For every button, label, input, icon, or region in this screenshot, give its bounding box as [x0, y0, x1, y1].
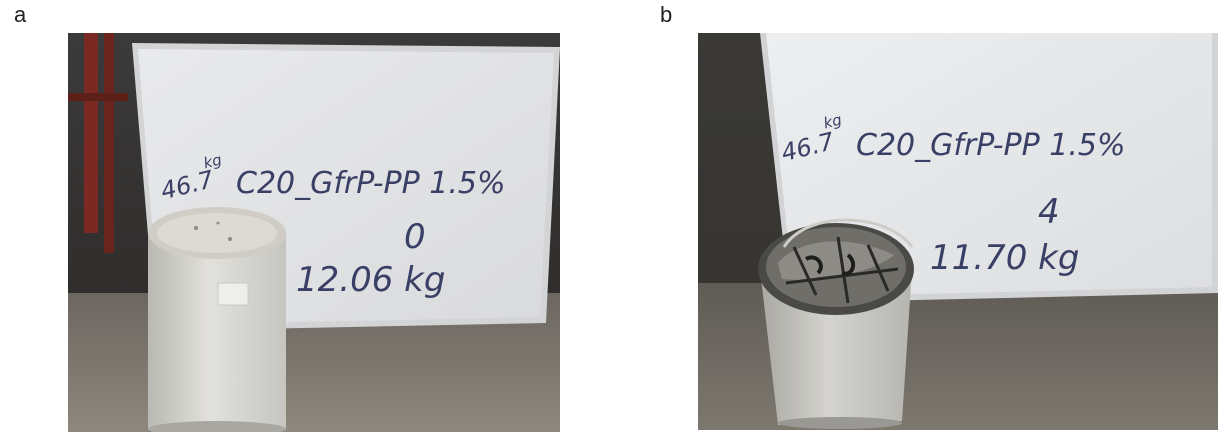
concrete-cylinder — [148, 207, 286, 432]
mass-reading-a: 12.06 kg — [296, 260, 445, 300]
photo-b-scene: 46.7 kg C20_GfrP-PP 1.5% 4 11.70 kg — [698, 33, 1218, 430]
cycle-count-a: 0 — [404, 217, 426, 257]
photo-panel-a: 46.7 kg C20_GfrP-PP 1.5% 0 12.06 kg — [68, 33, 560, 432]
photo-panel-b: 46.7 kg C20_GfrP-PP 1.5% 4 11.70 kg — [698, 33, 1218, 430]
photo-a-scene: 46.7 kg C20_GfrP-PP 1.5% 0 12.06 kg — [68, 33, 560, 432]
specimen-label-b: C20_GfrP-PP 1.5% — [856, 128, 1125, 163]
cycle-count-b: 4 — [1038, 192, 1060, 232]
weight-unit-b: kg — [822, 110, 844, 132]
specimen-label-a: C20_GfrP-PP 1.5% — [236, 166, 505, 201]
weight-unit-a: kg — [202, 150, 224, 172]
bucket-handle — [782, 218, 914, 248]
panel-letter-b: b — [660, 2, 673, 27]
mass-reading-b: 11.70 kg — [930, 238, 1079, 278]
sticker — [217, 282, 249, 306]
red-rack — [84, 33, 98, 233]
degraded-cylinder — [758, 218, 914, 429]
panel-letter-a: a — [14, 2, 27, 27]
